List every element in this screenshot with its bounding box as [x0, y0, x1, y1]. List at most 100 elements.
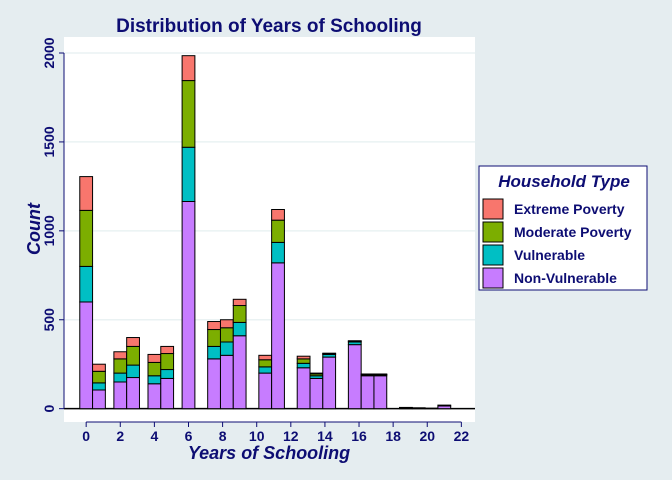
- bar-segment: [271, 262, 285, 410]
- bar-segment: [207, 329, 221, 347]
- bar-segment: [113, 372, 128, 383]
- bar-segment: [399, 406, 413, 409]
- bar-segment: [181, 55, 196, 82]
- bar-segment: [147, 361, 162, 377]
- bar-segment: [79, 265, 94, 303]
- bar-segment: [258, 366, 273, 374]
- bar-segment: [437, 404, 452, 407]
- bar-segment: [309, 372, 324, 375]
- legend-label: Extreme Poverty: [514, 201, 625, 217]
- bar-segment: [181, 200, 196, 410]
- bar-segment: [126, 377, 140, 410]
- bar-segment: [207, 321, 221, 331]
- legend-label: Vulnerable: [514, 247, 585, 263]
- legend: Household Type Extreme Poverty Moderate P…: [478, 165, 648, 291]
- bar-segment: [219, 319, 234, 329]
- x-tick-label: 12: [283, 428, 299, 444]
- bars-layer: [79, 55, 452, 410]
- legend-swatch: [482, 221, 504, 243]
- bar-segment: [424, 407, 439, 410]
- bar-segment: [373, 373, 388, 375]
- legend-swatch: [482, 198, 504, 220]
- bar-segment: [373, 375, 388, 410]
- bar-segment: [181, 146, 196, 202]
- x-tick-label: 8: [219, 428, 227, 444]
- bar-segment: [126, 364, 140, 379]
- bar-segment: [258, 372, 273, 410]
- legend-label: Non-Vulnerable: [514, 270, 617, 286]
- bar-segment: [296, 358, 311, 364]
- bar-segment: [271, 219, 285, 243]
- bar-segment: [160, 345, 175, 355]
- bar-segment: [258, 354, 273, 361]
- bar-segment: [232, 335, 247, 410]
- bar-segment: [79, 176, 94, 211]
- bar-segment: [207, 358, 221, 410]
- x-tick-label: 14: [317, 428, 333, 444]
- y-tick-label: 1500: [41, 126, 57, 157]
- bar-segment: [92, 382, 106, 391]
- bar-segment: [113, 381, 128, 410]
- bar-segment: [147, 353, 162, 363]
- bar-segment: [79, 209, 94, 267]
- legend-label: Moderate Poverty: [514, 224, 632, 240]
- bar-segment: [296, 355, 311, 360]
- bar-segment: [322, 356, 337, 410]
- x-axis-title: Years of Schooling: [188, 443, 350, 463]
- bar-segment: [232, 305, 247, 323]
- legend-box: [478, 165, 648, 291]
- chart-title: Distribution of Years of Schooling: [116, 16, 422, 37]
- bar-segment: [347, 344, 362, 410]
- bar-segment: [207, 345, 221, 360]
- bar-segment: [309, 377, 324, 410]
- y-tick-label: 2000: [41, 37, 57, 68]
- bar-segment: [271, 241, 285, 264]
- bar-segment: [271, 208, 285, 221]
- bar-segment: [219, 341, 234, 356]
- legend-swatch: [482, 267, 504, 289]
- x-tick-label: 6: [185, 428, 193, 444]
- bar-segment: [160, 369, 175, 379]
- x-tick-label: 0: [82, 428, 90, 444]
- bar-segment: [79, 301, 94, 410]
- x-tick-label: 22: [454, 428, 470, 444]
- x-tick-label: 4: [150, 428, 158, 444]
- bar-segment: [360, 375, 375, 410]
- y-tick-label: 0: [41, 405, 57, 413]
- bar-segment: [258, 359, 273, 368]
- bar-segment: [219, 327, 234, 343]
- bar-segment: [160, 377, 175, 410]
- bar-segment: [219, 354, 234, 410]
- legend-entries: Extreme Poverty Moderate Poverty Vulnerabl…: [482, 198, 632, 289]
- bar-segment: [347, 340, 362, 342]
- x-tick-label: 20: [419, 428, 435, 444]
- x-tick-label: 2: [116, 428, 124, 444]
- bar-segment: [147, 383, 162, 410]
- bar-segment: [160, 353, 175, 371]
- bar-segment: [92, 363, 106, 372]
- legend-swatch: [482, 244, 504, 266]
- bar-segment: [360, 373, 375, 375]
- bar-segment: [147, 375, 162, 385]
- y-tick-label: 1000: [41, 215, 57, 246]
- y-tick-label: 500: [41, 308, 57, 332]
- bar-segment: [113, 351, 128, 360]
- x-axis: 0 2 4 6 8 10 12 14 16 18 20 22: [82, 421, 470, 444]
- bar-segment: [113, 358, 128, 374]
- bar-segment: [322, 352, 337, 355]
- y-axis: 0 500 1000 1500 2000: [41, 37, 65, 413]
- y-axis-title: Count: [24, 202, 44, 255]
- bar-segment: [296, 362, 311, 369]
- bar-segment: [126, 345, 140, 366]
- bar-segment: [232, 298, 247, 307]
- x-tick-label: 18: [385, 428, 401, 444]
- bar-segment: [92, 370, 106, 384]
- bar-segment: [126, 337, 140, 347]
- x-tick-label: 10: [249, 428, 265, 444]
- bar-segment: [232, 321, 247, 337]
- bar-segment: [411, 407, 426, 410]
- bar-segment: [92, 389, 106, 410]
- x-tick-label: 16: [351, 428, 367, 444]
- bar-segment: [181, 80, 196, 148]
